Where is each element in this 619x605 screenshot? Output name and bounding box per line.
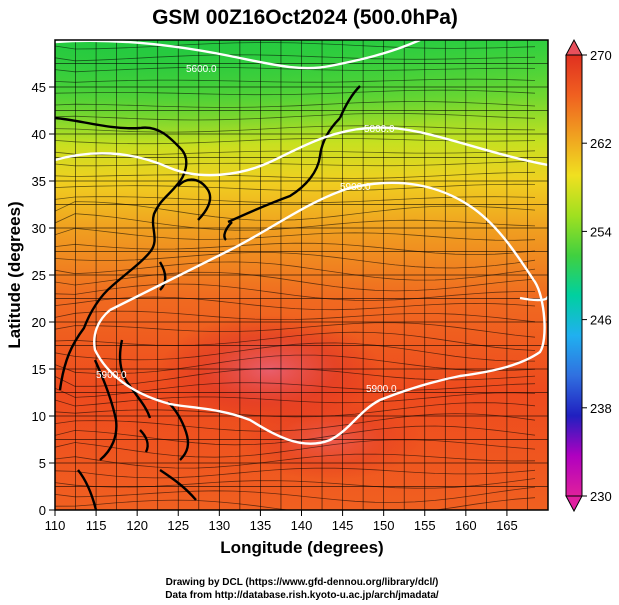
colorbar-ticks: 270 262 254 246 238 230 [582,48,612,504]
streamline [55,89,536,96]
contour-label-3: 5900.0 [340,182,371,193]
x-tick-label: 145 [332,518,354,533]
x-tick-label: 165 [496,518,518,533]
warm-core-area [160,315,380,425]
x-axis: 110 115 120 125 130 135 140 145 150 155 160 165 [45,510,518,533]
contour-label-5: 5900.0 [366,384,397,395]
streamline [55,331,536,351]
map-title: GSM 00Z16Oct2024 (500.0hPa) [152,6,458,29]
x-tick-label: 115 [86,518,107,533]
height-contours [55,40,548,445]
colorbar-top-arrow [565,38,583,56]
x-tick-label: 150 [373,518,395,533]
y-tick-label: 5 [39,456,46,471]
y-tick-label: 30 [32,221,46,236]
streamline [55,67,536,73]
streamline [55,112,536,121]
y-tick-label: 20 [32,315,46,330]
streamline [55,54,536,62]
streamline [55,310,536,323]
streamline [55,392,536,407]
streamline [55,227,536,241]
y-axis-title: Latitude (degrees) [5,201,24,348]
streamline [55,171,536,179]
colorbar-tick-label: 254 [590,224,612,239]
y-tick-label: 45 [32,80,46,95]
colorbar-body [565,54,583,497]
y-tick-label: 35 [32,174,46,189]
streamline [55,42,536,50]
lat-lon-grid [55,40,548,510]
streamline [55,78,536,83]
colorbar-bottom-arrow [565,495,583,513]
y-tick-label: 15 [32,362,46,377]
contour-label-2: 5800.0 [364,124,395,135]
streamline [55,252,536,269]
contour-label-4: 5900.0 [96,370,127,381]
x-tick-label: 135 [250,518,272,533]
y-axis: 0 5 10 15 20 25 30 35 40 45 [32,80,55,518]
contour-label-1: 5600.0 [186,64,217,75]
coastlines [55,85,361,510]
streamline [55,439,536,458]
colorbar: 270 262 254 246 238 230 [565,38,612,513]
streamline [55,342,535,362]
streamline [55,125,536,133]
streamline [55,367,536,387]
streamline [55,101,536,108]
streamline [55,453,536,469]
y-tick-label: 10 [32,409,46,424]
x-tick-label: 125 [167,518,189,533]
x-tick-label: 110 [45,518,66,533]
streamline [55,242,536,256]
contour-5600 [55,40,421,70]
streamline [55,283,536,301]
x-tick-label: 130 [208,518,230,533]
y-tick-label: 0 [39,503,46,518]
streamline [55,183,536,192]
x-tick-label: 140 [291,518,313,533]
colorbar-tick-label: 238 [590,401,612,416]
colorbar-tick-label: 262 [590,136,612,151]
y-tick-label: 25 [32,268,46,283]
colorbar-tick-label: 246 [590,313,612,328]
colorbar-tick-label: 270 [590,48,612,63]
x-axis-title: Longitude (degrees) [220,538,383,557]
streamline [55,478,536,489]
x-tick-label: 155 [414,518,436,533]
streamline [55,467,536,479]
streamline [55,201,536,221]
streamline [55,322,536,338]
contour-5900-main [93,181,546,445]
streamline [55,402,536,418]
streamline [55,160,536,167]
streamline [55,497,536,510]
contour-labels: 5600.0 5800.0 5900.0 5900.0 5900.0 [96,64,397,395]
streamlines [55,42,536,510]
contour-5800 [55,126,548,177]
streamline [55,271,536,292]
x-tick-label: 160 [455,518,477,533]
colorbar-tick-label: 230 [590,489,612,504]
credit-data: Data from http://database.rish.kyoto-u.a… [165,590,439,601]
streamline [55,486,536,503]
credit-drawing: Drawing by DCL (https://www.gfd-dennou.o… [166,577,439,588]
plot-area: 5600.0 5800.0 5900.0 5900.0 5900.0 [55,40,548,510]
y-tick-label: 40 [32,127,46,142]
streamline [55,413,536,432]
streamline [55,261,536,281]
x-tick-label: 120 [126,518,148,533]
